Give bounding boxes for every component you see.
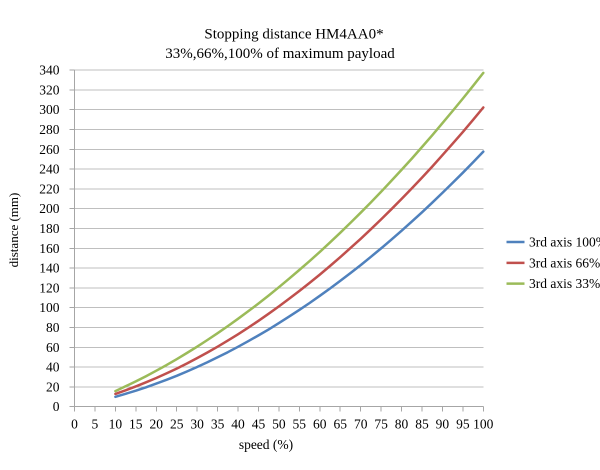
svg-text:65: 65 [333,417,347,432]
svg-text:220: 220 [39,181,60,196]
svg-text:40: 40 [46,360,60,375]
svg-text:300: 300 [39,102,60,117]
svg-text:160: 160 [39,241,60,256]
svg-text:45: 45 [252,417,266,432]
svg-text:200: 200 [39,201,60,216]
svg-text:33%,66%,100% of maximum payloa: 33%,66%,100% of maximum payload [165,46,395,62]
svg-text:90: 90 [436,417,450,432]
svg-text:340: 340 [39,63,60,78]
svg-text:35: 35 [211,417,225,432]
svg-text:25: 25 [170,417,184,432]
svg-text:10: 10 [109,417,123,432]
svg-text:distance (mm): distance (mm) [6,193,21,268]
svg-text:30: 30 [190,417,204,432]
svg-text:75: 75 [374,417,388,432]
svg-text:80: 80 [395,417,409,432]
svg-text:speed (%): speed (%) [239,437,293,452]
svg-text:260: 260 [39,142,60,157]
svg-text:3rd axis 66%: 3rd axis 66% [529,255,600,270]
svg-text:Stopping distance HM4AA0*: Stopping distance HM4AA0* [204,27,383,43]
svg-text:100: 100 [473,417,494,432]
svg-text:50: 50 [272,417,286,432]
svg-text:180: 180 [39,221,60,236]
svg-text:60: 60 [46,340,60,355]
svg-text:3rd axis 100%: 3rd axis 100% [529,235,600,250]
svg-text:100: 100 [39,300,60,315]
svg-text:0: 0 [71,417,78,432]
svg-text:20: 20 [150,417,164,432]
svg-text:3rd axis 33%: 3rd axis 33% [529,276,600,291]
svg-text:80: 80 [46,320,60,335]
svg-text:40: 40 [231,417,245,432]
svg-text:95: 95 [456,417,470,432]
svg-text:70: 70 [354,417,368,432]
svg-text:5: 5 [92,417,99,432]
svg-text:0: 0 [53,399,60,414]
svg-text:85: 85 [415,417,429,432]
svg-text:20: 20 [46,379,60,394]
svg-text:140: 140 [39,261,60,276]
svg-text:320: 320 [39,82,60,97]
svg-text:280: 280 [39,122,60,137]
svg-text:240: 240 [39,162,60,177]
svg-text:55: 55 [293,417,307,432]
svg-text:120: 120 [39,280,60,295]
svg-text:15: 15 [129,417,143,432]
svg-text:60: 60 [313,417,327,432]
